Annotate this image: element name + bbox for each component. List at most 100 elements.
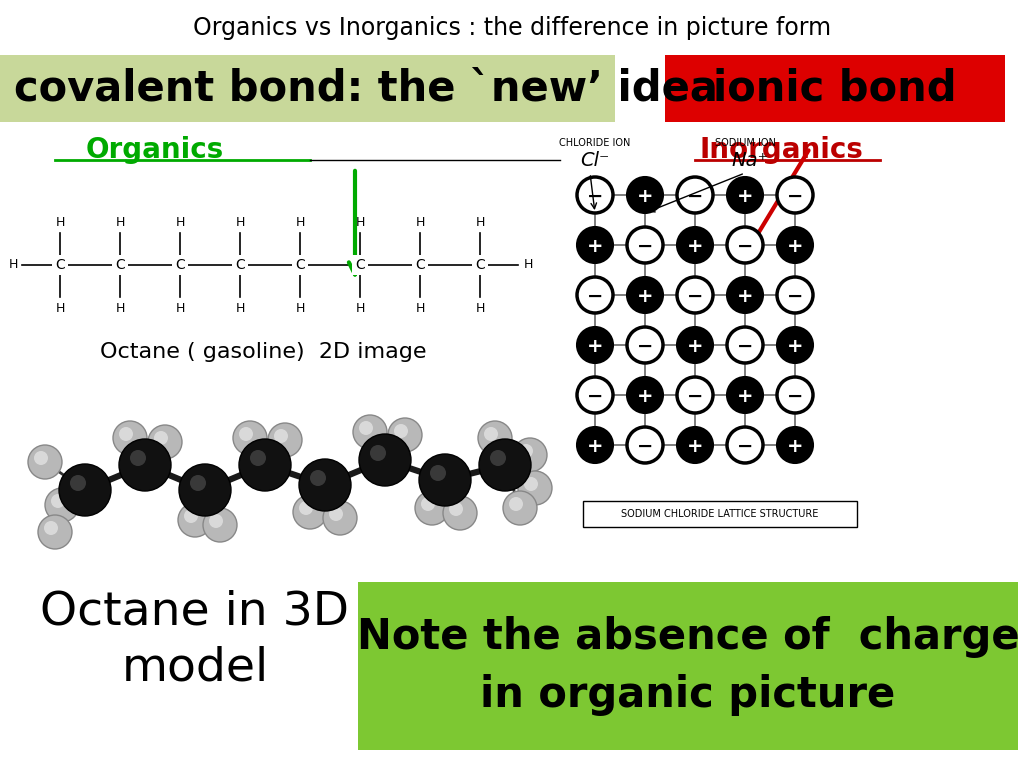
Text: covalent bond: the `new’ idea: covalent bond: the `new’ idea [14, 68, 718, 110]
Text: H: H [236, 216, 245, 229]
Text: H: H [416, 216, 425, 229]
Text: H: H [355, 302, 365, 315]
Circle shape [577, 377, 613, 413]
Text: H: H [175, 216, 184, 229]
Text: +: + [637, 386, 653, 406]
Circle shape [727, 277, 763, 313]
Circle shape [323, 501, 357, 535]
Circle shape [148, 425, 182, 459]
Text: Inorganics: Inorganics [700, 136, 864, 164]
Text: H: H [523, 259, 532, 272]
Circle shape [250, 450, 266, 466]
Text: Octane ( gasoline)  2D image: Octane ( gasoline) 2D image [100, 342, 427, 362]
Text: −: − [637, 436, 653, 455]
Circle shape [310, 470, 326, 486]
Text: H: H [475, 302, 484, 315]
Circle shape [293, 495, 327, 529]
Circle shape [727, 427, 763, 463]
Text: H: H [55, 302, 65, 315]
Circle shape [203, 508, 237, 542]
Text: H: H [116, 216, 125, 229]
Circle shape [359, 421, 373, 435]
Text: −: − [587, 286, 603, 306]
Text: +: + [687, 237, 703, 256]
Text: H: H [116, 302, 125, 315]
Circle shape [503, 491, 537, 525]
Text: −: − [637, 336, 653, 356]
Circle shape [677, 277, 713, 313]
Text: C: C [55, 258, 65, 272]
Text: C: C [355, 258, 365, 272]
Circle shape [329, 507, 343, 521]
Text: C: C [236, 258, 245, 272]
Text: ionic bond: ionic bond [713, 68, 956, 110]
Circle shape [677, 377, 713, 413]
Circle shape [677, 327, 713, 363]
Circle shape [239, 439, 291, 491]
Circle shape [359, 434, 411, 486]
Circle shape [209, 514, 223, 528]
Text: +: + [587, 436, 603, 455]
Circle shape [113, 421, 147, 455]
Text: −: − [786, 286, 803, 306]
Text: SODIUM ION: SODIUM ION [715, 138, 775, 148]
Text: +: + [736, 386, 754, 406]
Circle shape [388, 418, 422, 452]
Circle shape [627, 177, 663, 213]
Circle shape [627, 377, 663, 413]
Text: −: − [687, 286, 703, 306]
Text: +: + [786, 436, 803, 455]
Text: Note the absence of  charge
in organic picture: Note the absence of charge in organic pi… [356, 616, 1019, 717]
Circle shape [59, 464, 111, 516]
Circle shape [70, 475, 86, 491]
Text: C: C [175, 258, 185, 272]
Circle shape [727, 327, 763, 363]
Circle shape [449, 502, 463, 516]
Circle shape [51, 494, 65, 508]
Circle shape [518, 471, 552, 505]
Text: −: − [737, 336, 754, 356]
Circle shape [577, 177, 613, 213]
Text: −: − [737, 237, 754, 256]
Text: H: H [295, 216, 305, 229]
Circle shape [677, 427, 713, 463]
Text: −: − [637, 237, 653, 256]
Circle shape [415, 491, 449, 525]
Circle shape [443, 496, 477, 530]
Circle shape [184, 509, 198, 523]
Circle shape [727, 177, 763, 213]
Text: +: + [687, 336, 703, 356]
Text: C: C [115, 258, 125, 272]
Circle shape [119, 427, 133, 441]
Text: +: + [786, 237, 803, 256]
Text: C: C [415, 258, 425, 272]
Circle shape [268, 423, 302, 457]
Text: Cl⁻: Cl⁻ [581, 151, 609, 170]
Circle shape [513, 438, 547, 472]
Circle shape [353, 415, 387, 449]
Text: +: + [786, 336, 803, 356]
Text: H: H [355, 216, 365, 229]
Circle shape [478, 421, 512, 455]
Text: +: + [637, 286, 653, 306]
Circle shape [299, 459, 351, 511]
Circle shape [119, 439, 171, 491]
Text: −: − [786, 386, 803, 406]
Circle shape [239, 427, 253, 441]
Text: −: − [687, 187, 703, 206]
Circle shape [28, 445, 62, 479]
Circle shape [627, 327, 663, 363]
Circle shape [274, 429, 288, 443]
Text: CHLORIDE ION: CHLORIDE ION [559, 138, 631, 148]
FancyBboxPatch shape [358, 582, 1018, 750]
Text: H: H [416, 302, 425, 315]
Text: +: + [687, 436, 703, 455]
Circle shape [627, 277, 663, 313]
Text: H: H [475, 216, 484, 229]
Circle shape [727, 227, 763, 263]
Circle shape [577, 327, 613, 363]
Circle shape [519, 444, 534, 458]
Circle shape [34, 451, 48, 465]
Circle shape [577, 277, 613, 313]
Circle shape [130, 450, 146, 466]
